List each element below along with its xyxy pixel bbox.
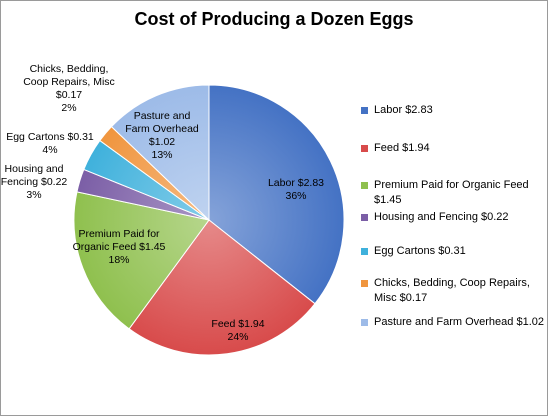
legend-swatch [361,280,368,287]
legend-label: Egg Cartons $0.31 [374,245,466,257]
pie-slice-pasture-and-farm-overhead [110,84,210,222]
legend-item: Labor $2.83 [361,103,546,118]
legend-swatch [361,145,368,152]
data-label-2: Premium Paid for Organic Feed $1.45 18% [73,228,166,266]
data-label-1: Feed $1.94 24% [211,318,264,343]
legend-swatch [361,214,368,221]
legend-label: Housing and Fencing $0.22 [374,211,509,223]
legend-item: Pasture and Farm Overhead $1.02 [361,315,546,330]
legend-item: Egg Cartons $0.31 [361,244,546,259]
pie-slice-labor [208,84,345,305]
legend-swatch [361,182,368,189]
data-label-5: Chicks, Bedding, Coop Repairs, Misc $0.17 2… [23,63,115,114]
pie-slice-premium-paid-for-organic-feed [73,191,210,330]
legend-item: Premium Paid for Organic Feed $1.45 [361,178,546,208]
legend-label: Labor $2.83 [374,104,433,116]
pie-slice-feed [128,219,316,356]
data-label-3: Housing and Fencing $0.22 3% [1,163,67,201]
legend-item: Feed $1.94 [361,141,546,156]
legend-item: Housing and Fencing $0.22 [361,210,546,225]
data-label-0: Labor $2.83 36% [268,177,324,202]
legend-swatch [361,248,368,255]
legend-label: Pasture and Farm Overhead $1.02 [374,316,544,328]
legend-item: Chicks, Bedding, Coop Repairs, Misc $0.1… [361,276,546,306]
legend-label: Chicks, Bedding, Coop Repairs, Misc $0.1… [374,277,530,304]
legend-swatch [361,107,368,114]
legend-label: Feed $1.94 [374,142,430,154]
chart-title: Cost of Producing a Dozen Eggs [134,9,414,29]
legend-label: Premium Paid for Organic Feed $1.45 [374,179,529,206]
data-label-6: Pasture and Farm Overhead $1.02 13% [125,110,199,161]
data-label-4: Egg Cartons $0.31 4% [6,131,94,156]
legend-swatch [361,319,368,326]
